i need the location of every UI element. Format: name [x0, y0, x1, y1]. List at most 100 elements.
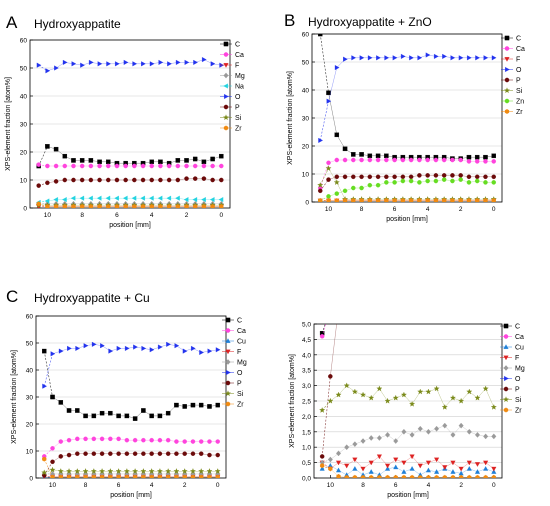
legend-marker-Mg: [223, 72, 229, 79]
data-point-Na: [53, 197, 59, 203]
data-point-O: [491, 55, 497, 61]
data-point-Si: [99, 468, 106, 474]
data-point-P: [425, 173, 430, 178]
x-tick-label: 8: [360, 206, 364, 213]
data-point-P: [458, 173, 463, 178]
data-point-Zr: [123, 204, 128, 208]
data-point-Zr: [75, 474, 80, 478]
data-point-P: [79, 177, 85, 183]
data-point-C: [132, 416, 138, 421]
data-point-P: [108, 451, 113, 456]
data-point-O: [157, 344, 163, 350]
data-point-P: [58, 454, 64, 459]
data-point-Ca: [99, 436, 105, 442]
y-tick-label: 30: [302, 116, 310, 123]
data-point-Cu: [425, 467, 431, 473]
data-point-Ca: [458, 157, 463, 163]
legend-marker-C: [223, 41, 229, 47]
data-point-Si: [57, 468, 64, 474]
x-tick-label: 4: [150, 212, 154, 219]
data-point-Zr: [475, 474, 480, 478]
data-point-Zr: [369, 474, 374, 478]
data-point-Zr: [344, 474, 349, 478]
legend-label-Ca: Ca: [515, 334, 524, 341]
data-point-Si: [327, 397, 334, 404]
data-point-Na: [122, 195, 128, 201]
y-tick-label: 20: [302, 144, 310, 151]
data-point-P: [342, 174, 348, 180]
data-point-O: [132, 61, 138, 67]
y-axis-label: XPS-element fraction [atom%]: [287, 71, 294, 165]
data-point-O: [141, 345, 147, 351]
y-tick-label: 50: [20, 66, 28, 73]
data-point-Cu: [483, 466, 489, 471]
data-point-P: [491, 174, 496, 180]
y-tick-label: 50: [302, 60, 310, 67]
data-point-Zr: [392, 198, 397, 202]
data-point-Zn: [491, 180, 496, 185]
panel-title: Hydroxyappatite: [34, 17, 121, 31]
data-point-Mg: [425, 428, 431, 435]
data-point-O: [45, 68, 51, 74]
data-point-Na: [140, 195, 145, 201]
data-point-Zr: [417, 198, 422, 202]
data-point-Si: [82, 468, 89, 474]
data-point-Zr: [215, 474, 220, 478]
data-point-O: [174, 343, 180, 349]
data-point-P: [408, 174, 414, 180]
data-point-F: [409, 454, 415, 460]
data-point-Ca: [175, 163, 181, 169]
data-point-F: [417, 463, 423, 469]
data-point-O: [36, 62, 42, 68]
data-point-P: [182, 451, 187, 456]
data-point-Ca: [53, 163, 59, 169]
data-point-O: [54, 65, 59, 71]
data-point-Zn: [441, 177, 447, 182]
data-point-C: [491, 153, 496, 159]
data-point-Zn: [408, 178, 414, 184]
data-point-Cu: [466, 466, 472, 471]
data-point-Zn: [450, 178, 455, 184]
data-point-P: [132, 451, 138, 456]
data-point-F: [401, 460, 407, 466]
data-point-C: [190, 402, 196, 408]
data-point-Zr: [190, 474, 196, 478]
legend-label-F: F: [235, 63, 239, 70]
x-tick-label: 10: [327, 482, 335, 489]
data-point-O: [42, 383, 47, 389]
data-point-Zr: [207, 474, 212, 478]
y-tick-label: 1,0: [302, 445, 311, 452]
x-tick-label: 6: [115, 212, 119, 219]
data-point-O: [149, 61, 155, 67]
data-point-P: [165, 451, 171, 456]
legend-marker-Mg: [225, 359, 231, 365]
legend-marker-Ca: [225, 328, 231, 333]
legend-label-Na: Na: [235, 84, 244, 91]
data-point-C: [175, 158, 181, 163]
data-point-P: [367, 174, 373, 180]
data-point-P: [417, 173, 422, 178]
data-point-Mg: [327, 456, 333, 463]
data-point-Zr: [408, 198, 414, 202]
data-point-P: [158, 177, 163, 183]
series-layer: [35, 57, 225, 208]
data-point-O: [384, 55, 390, 61]
data-point-O: [58, 348, 64, 354]
x-axis-label: position [mm]: [109, 222, 151, 229]
data-point-O: [167, 61, 172, 67]
data-point-Ca: [450, 157, 455, 163]
data-point-Zr: [166, 204, 172, 208]
data-point-Ca: [97, 163, 102, 169]
data-point-Si: [90, 468, 97, 474]
data-point-Mg: [450, 432, 456, 438]
data-point-P: [433, 173, 439, 178]
data-point-F: [466, 460, 472, 466]
series-line-C: [328, 92, 494, 159]
data-point-O: [62, 59, 68, 65]
data-point-Si: [400, 391, 407, 398]
series-line-P: [330, 324, 337, 377]
data-point-O: [367, 55, 373, 61]
data-point-Ca: [166, 163, 172, 169]
data-point-C: [165, 410, 171, 416]
